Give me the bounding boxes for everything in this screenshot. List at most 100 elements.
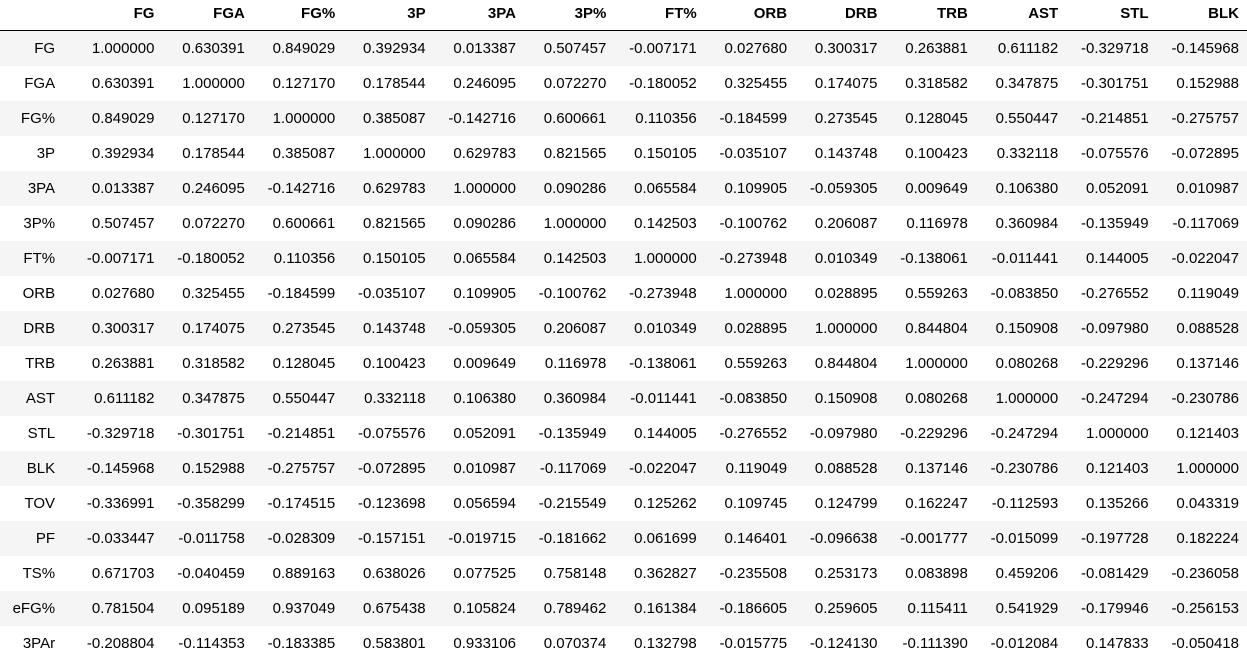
table-cell: -0.100762 (538, 285, 607, 302)
table-cell: -0.035107 (719, 145, 788, 162)
table-cell: 0.360984 (995, 215, 1059, 232)
table-cell: 0.206087 (543, 320, 607, 337)
table-cell: 0.150105 (363, 250, 426, 267)
table-cell: 0.178544 (182, 145, 245, 162)
table-cell: 0.119049 (725, 460, 788, 477)
table-cell: 0.109745 (724, 495, 788, 512)
table-cell: -0.230786 (1171, 390, 1239, 407)
table-cell: -0.022047 (629, 460, 697, 477)
table-cell: -0.040459 (177, 565, 245, 582)
table-cell: 0.124799 (814, 495, 878, 512)
table-cell: 0.332118 (364, 390, 426, 407)
table-cell: 0.009649 (453, 355, 516, 372)
row-index-label: FG% (20, 110, 56, 127)
column-header: BLK (1156, 0, 1247, 31)
table-cell: 0.010349 (634, 320, 697, 337)
table-cell: 0.821565 (543, 145, 607, 162)
table-cell: 0.162247 (905, 495, 968, 512)
table-cell: 0.273545 (814, 110, 878, 127)
column-header: FG% (252, 0, 344, 31)
table-cell: 0.128045 (905, 110, 968, 127)
table-cell: 0.600661 (543, 110, 607, 127)
table-cell: -0.184599 (719, 110, 788, 127)
table-cell: 1.000000 (91, 40, 155, 57)
table-row: 3P% 0.507457 0.072270 0.600661 0.821565 0.090… (0, 206, 1247, 241)
table-cell: 0.300317 (91, 320, 155, 337)
table-cell: 0.090286 (543, 180, 607, 197)
table-cell: -0.117069 (539, 460, 607, 477)
table-cell: 0.629783 (453, 145, 516, 162)
table-cell: 0.119049 (1177, 285, 1239, 302)
table-cell: -0.276552 (1081, 285, 1149, 302)
table-cell: -0.180052 (177, 250, 245, 267)
table-cell: 0.347875 (182, 390, 245, 407)
table-cell: -0.097980 (1081, 320, 1149, 337)
table-cell: 0.010987 (453, 460, 516, 477)
table-cell: -0.012084 (990, 635, 1059, 652)
table-cell: -0.214851 (267, 425, 336, 442)
table-cell: -0.180052 (629, 75, 697, 92)
table-cell: -0.028309 (267, 530, 336, 547)
table-cell: 0.937049 (272, 600, 336, 617)
table-row: TS% 0.671703 -0.040459 0.889163 0.638026 0.07… (0, 556, 1247, 591)
table-cell: -0.083850 (990, 285, 1059, 302)
table-cell: 0.105824 (453, 600, 516, 617)
table-cell: -0.197728 (1081, 530, 1149, 547)
row-index-label: 3PA (27, 180, 56, 197)
table-cell: 1.000000 (543, 215, 607, 232)
column-header: FT% (614, 0, 705, 31)
table-cell: -0.157151 (358, 530, 426, 547)
table-cell: 0.273545 (272, 320, 336, 337)
table-cell: 0.070374 (543, 635, 607, 652)
table-cell: -0.256153 (1171, 600, 1239, 617)
table-cell: 0.630391 (91, 75, 155, 92)
column-header: ORB (704, 0, 796, 31)
table-cell: -0.145968 (1171, 40, 1239, 57)
row-index-label: BLK (26, 460, 56, 477)
table-cell: 0.332118 (996, 145, 1059, 162)
table-cell: -0.019715 (448, 530, 516, 547)
table-cell: 0.116978 (906, 215, 968, 232)
table-cell: -0.114353 (178, 635, 245, 652)
table-cell: 0.132798 (634, 635, 697, 652)
table-cell: 0.638026 (363, 565, 426, 582)
table-cell: -0.229296 (900, 425, 968, 442)
row-index-label: STL (27, 425, 56, 442)
table-cell: 0.161384 (634, 600, 697, 617)
table-cell: -0.001777 (900, 530, 968, 547)
table-cell: 0.106380 (453, 390, 516, 407)
table-cell: 0.080268 (995, 355, 1059, 372)
table-cell: 0.392934 (91, 145, 155, 162)
table-cell: -0.336991 (86, 495, 155, 512)
table-cell: -0.075576 (358, 425, 426, 442)
table-cell: 0.135266 (1086, 495, 1149, 512)
table-cell: 0.758148 (543, 565, 607, 582)
table-cell: 0.110356 (635, 110, 697, 127)
table-cell: 1.000000 (905, 355, 968, 372)
table-cell: -0.059305 (448, 320, 516, 337)
table-row: FGA 0.630391 1.000000 0.127170 0.178544 0.246… (0, 66, 1247, 101)
row-index-label: 3PAr (22, 635, 56, 652)
table-cell: -0.015099 (990, 530, 1059, 547)
table-cell: -0.186605 (719, 600, 788, 617)
table-cell: -0.072895 (1171, 145, 1239, 162)
table-cell: 0.246095 (453, 75, 516, 92)
column-header: STL (1066, 0, 1157, 31)
table-cell: 0.362827 (634, 565, 697, 582)
table-row: 3P 0.392934 0.178544 0.385087 1.000000 0.6297… (0, 136, 1247, 171)
column-header: 3PA (433, 0, 524, 31)
table-cell: 0.550447 (272, 390, 336, 407)
table-cell: 0.088528 (814, 460, 878, 477)
table-cell: 0.325455 (724, 75, 788, 92)
table-cell: 0.121403 (1086, 460, 1149, 477)
table-row: TRB 0.263881 0.318582 0.128045 0.100423 0.009… (0, 346, 1247, 381)
table-cell: 0.143748 (814, 145, 878, 162)
table-cell: 0.142503 (634, 215, 697, 232)
row-index-label: ORB (22, 285, 56, 302)
table-cell: 0.263881 (91, 355, 155, 372)
table-cell: 0.392934 (363, 40, 426, 57)
table-cell: 0.675438 (363, 600, 426, 617)
table-cell: 0.142503 (543, 250, 607, 267)
table-cell: 0.121403 (1176, 425, 1239, 442)
